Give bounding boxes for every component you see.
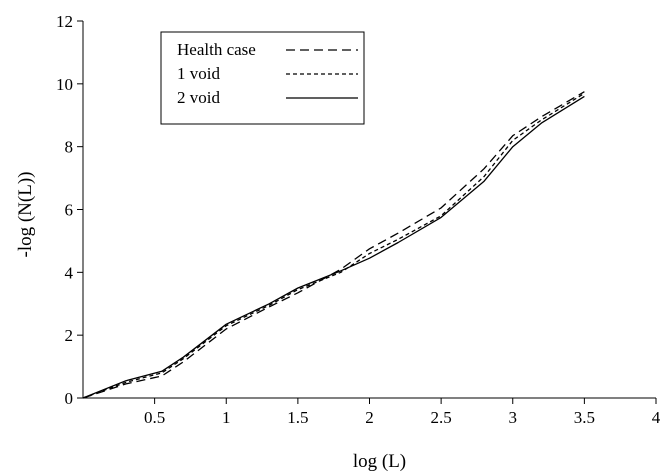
y-tick-label: 10: [56, 75, 73, 94]
legend-label-1-void: 1 void: [177, 64, 220, 83]
y-tick-label: 12: [56, 12, 73, 31]
x-tick-label: 3.5: [574, 408, 595, 427]
x-tick-label: 0.5: [144, 408, 165, 427]
y-tick-label: 2: [65, 326, 74, 345]
x-tick-label: 2.5: [431, 408, 452, 427]
y-tick-label: 0: [65, 389, 74, 408]
series-line-1-void: [82, 92, 585, 399]
y-axis-title: -log (N(L)): [15, 172, 36, 258]
x-axis-title: log (L): [353, 451, 406, 472]
series-line-2-void: [82, 95, 585, 399]
x-tick-label: 1.5: [287, 408, 308, 427]
legend-label-2-void: 2 void: [177, 88, 220, 107]
x-tick-label: 1: [222, 408, 231, 427]
legend-box: [160, 31, 365, 125]
x-tick-label: 3: [509, 408, 518, 427]
y-tick-label: 6: [65, 201, 74, 220]
x-tick-label: 4: [652, 408, 661, 427]
y-tick-label: 4: [65, 263, 74, 282]
y-tick-label: 8: [65, 138, 74, 157]
legend-label-health-case: Health case: [177, 40, 256, 59]
series-line-health-case: [82, 91, 585, 399]
x-tick-label: 2: [365, 408, 374, 427]
